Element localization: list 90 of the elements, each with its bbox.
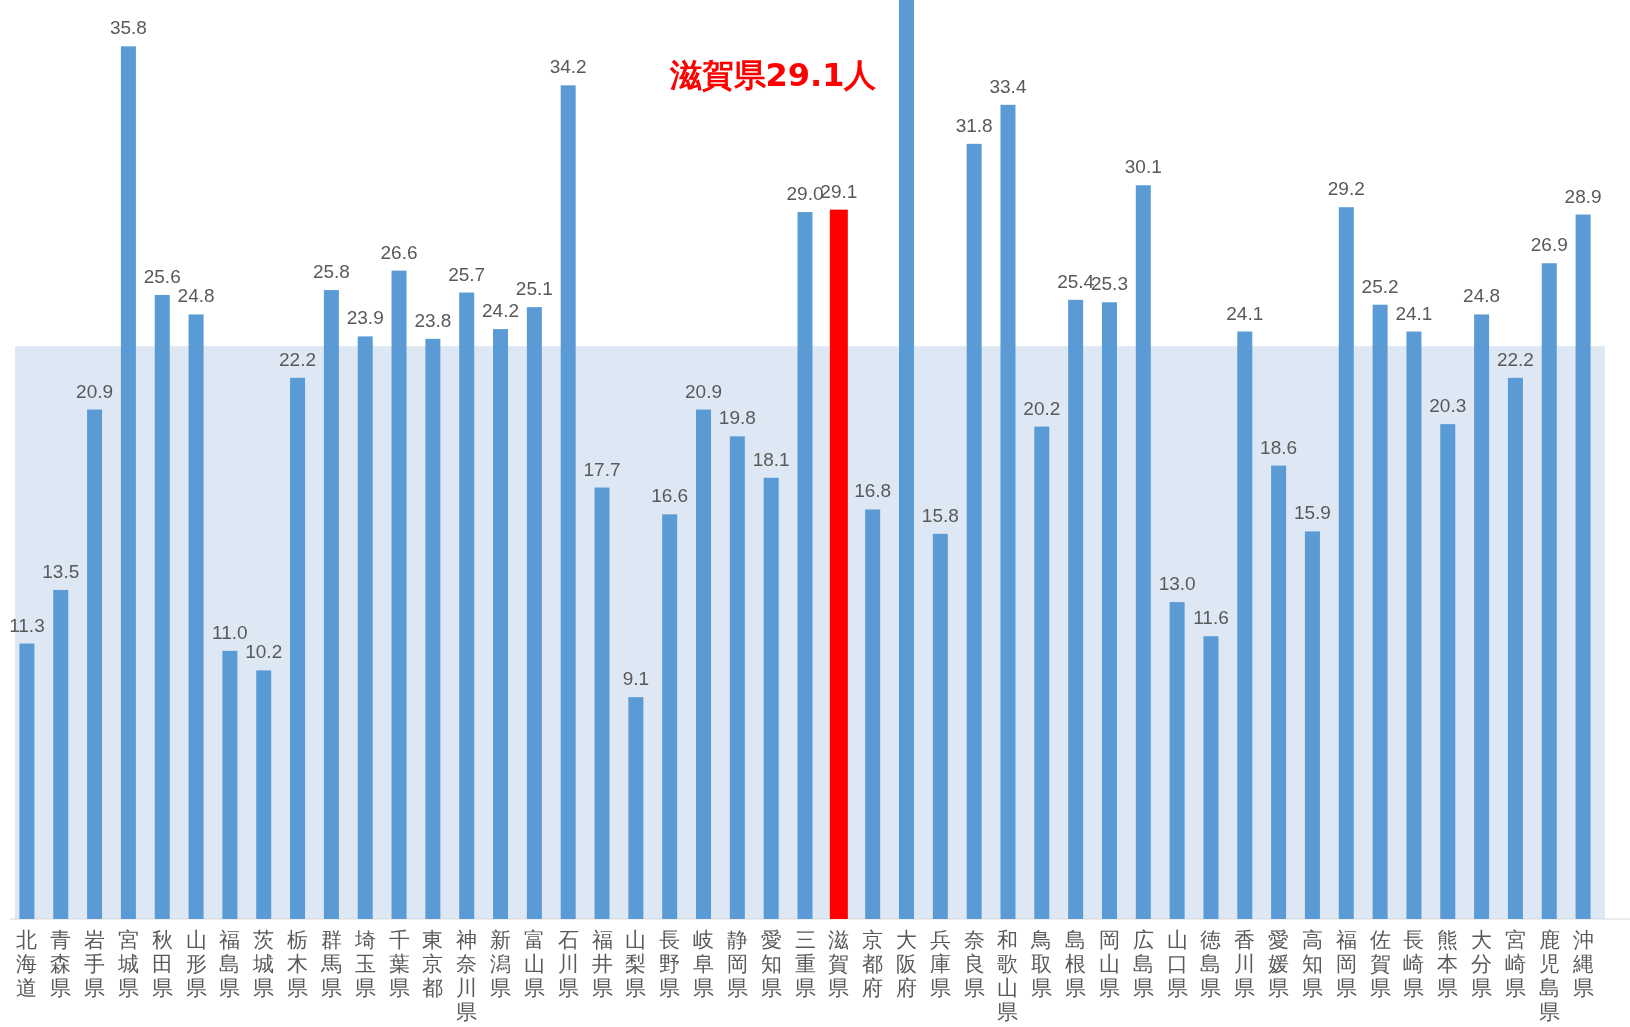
- x-tick-label: 和歌山県: [997, 928, 1019, 1024]
- x-tick-label: 岐阜県: [693, 928, 715, 1000]
- x-tick-label: 大阪府: [895, 928, 917, 1000]
- x-tick-label: 佐賀県: [1369, 928, 1391, 1000]
- data-label: 20.3: [1429, 395, 1467, 417]
- data-label: 11.3: [9, 614, 45, 636]
- x-tick-label: 茨城県: [252, 928, 275, 1000]
- x-tick-label: 長野県: [659, 928, 681, 1000]
- x-tick-label: 東京都: [422, 928, 444, 1000]
- x-tick-label: 沖縄県: [1571, 928, 1594, 1000]
- data-label: 35.8: [109, 17, 147, 39]
- x-tick-label: 宮崎県: [1504, 928, 1526, 1000]
- data-label: 24.8: [1463, 285, 1501, 307]
- data-label: 31.8: [955, 114, 993, 136]
- data-label: 25.2: [1361, 275, 1399, 297]
- x-tick-label: 埼玉県: [353, 928, 376, 1000]
- x-tick-label: 山口県: [1166, 928, 1188, 1000]
- data-label: 11.0: [212, 621, 248, 643]
- data-label: 23.8: [414, 309, 452, 331]
- x-tick-label: 香川県: [1234, 928, 1256, 1000]
- x-tick-label: 長崎県: [1403, 928, 1425, 1000]
- x-tick-label: 宮城県: [116, 928, 139, 1000]
- data-label: 26.9: [1530, 234, 1568, 256]
- data-label: 28.9: [1564, 185, 1602, 207]
- x-tick-label: 岩手県: [84, 928, 106, 1000]
- x-tick-label: 静岡県: [726, 928, 748, 1000]
- data-label: 18.1: [752, 448, 790, 470]
- x-tick-label: 愛媛県: [1268, 928, 1290, 1000]
- data-label: 20.9: [685, 380, 722, 402]
- x-tick-label: 滋賀県: [828, 928, 850, 1000]
- x-tick-label: 神奈川県: [456, 928, 478, 1024]
- data-label: 9.1: [622, 668, 650, 690]
- x-tick-label: 岡山県: [1098, 928, 1120, 1000]
- x-tick-label: 三重県: [794, 928, 816, 1000]
- x-tick-label: 福岡県: [1335, 928, 1357, 1000]
- x-tick-label: 福井県: [591, 928, 613, 1000]
- data-label: 13.0: [1158, 573, 1196, 595]
- data-label: 19.8: [718, 407, 756, 429]
- data-label: 11.6: [1193, 607, 1229, 629]
- annotation: 滋賀県29.1人: [668, 56, 878, 94]
- data-label: 34.2: [549, 56, 587, 78]
- data-label: 25.8: [312, 261, 350, 283]
- data-label: 23.9: [346, 307, 384, 329]
- data-label: 20.9: [76, 380, 114, 402]
- data-label: 18.6: [1260, 436, 1298, 458]
- data-label: 17.7: [583, 458, 621, 480]
- x-tick-label: 新潟県: [490, 928, 512, 1000]
- x-tick-label: 広島県: [1132, 928, 1154, 1000]
- data-label: 15.9: [1293, 502, 1331, 524]
- x-tick-label: 群馬県: [319, 928, 342, 1000]
- x-tick-label: 奈良県: [963, 928, 985, 1000]
- x-tick-label: 北海道: [16, 928, 38, 1000]
- data-label: 13.5: [42, 560, 80, 582]
- x-tick-label: 熊本県: [1437, 928, 1459, 1000]
- data-label: 25.7: [448, 263, 486, 285]
- data-label: 24.2: [482, 300, 520, 322]
- x-tick-label: 鳥取県: [1030, 928, 1053, 1000]
- x-tick-label: 栃木県: [287, 928, 309, 1000]
- x-tick-label: 兵庫県: [929, 928, 951, 1000]
- data-label: 22.2: [279, 348, 317, 370]
- data-label: 16.6: [651, 485, 689, 507]
- x-tick-label: 青森県: [50, 928, 72, 1000]
- data-label: 15.8: [921, 504, 959, 526]
- x-tick-label: 千葉県: [388, 928, 410, 1000]
- data-label: 30.1: [1124, 156, 1162, 178]
- x-tick-label: 山梨県: [625, 928, 647, 1000]
- x-tick-label: 島根県: [1065, 928, 1087, 1000]
- x-tick-label: 山形県: [185, 928, 207, 1000]
- data-label: 22.2: [1496, 348, 1534, 370]
- x-tick-label: 京都府: [862, 928, 884, 1000]
- data-label: 16.8: [854, 480, 892, 502]
- x-tick-label: 高知県: [1301, 928, 1323, 1000]
- data-label: 20.2: [1023, 397, 1061, 419]
- x-tick-label: 徳島県: [1200, 928, 1222, 1000]
- x-tick-label: 富山県: [523, 928, 545, 1000]
- data-label: 25.1: [515, 278, 553, 300]
- data-label: 10.2: [245, 641, 283, 663]
- x-tick-label: 大分県: [1471, 928, 1493, 1000]
- data-label: 24.8: [177, 285, 215, 307]
- x-tick-label: 愛知県: [760, 928, 782, 1000]
- x-tick-label: 福島県: [219, 928, 241, 1000]
- data-label: 26.6: [380, 241, 418, 263]
- data-label: 24.1: [1395, 302, 1433, 324]
- x-tick-label: 秋田県: [151, 928, 173, 1000]
- data-label: 25.6: [143, 265, 181, 287]
- data-label: 29.2: [1327, 178, 1365, 200]
- data-label: 24.1: [1226, 302, 1264, 324]
- data-label: 33.4: [989, 75, 1027, 97]
- x-tick-label: 鹿児島県: [1538, 928, 1560, 1024]
- x-tick-label: 石川県: [557, 928, 579, 1000]
